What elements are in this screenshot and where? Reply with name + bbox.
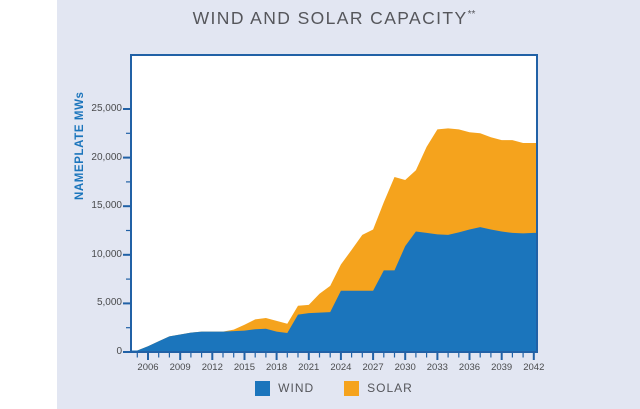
y-tick-label: 5,000 xyxy=(96,297,122,309)
y-tick-label: 25,000 xyxy=(91,103,122,114)
legend-item-solar: SOLAR xyxy=(344,380,413,396)
x-tick-label: 2042 xyxy=(523,362,545,373)
stacked-area-chart xyxy=(123,54,538,360)
y-tick-label: 20,000 xyxy=(91,151,122,163)
wind-swatch-icon xyxy=(255,380,271,396)
x-tick-label: 2036 xyxy=(458,362,481,373)
x-tick-label: 2015 xyxy=(233,362,255,373)
x-axis-ticks xyxy=(136,353,535,360)
x-tick-label: 2030 xyxy=(394,362,416,373)
chart-legend: WIND SOLAR xyxy=(131,378,537,398)
x-tick-label: 2012 xyxy=(201,362,223,373)
x-tick-label: 2024 xyxy=(330,362,352,373)
chart-title-footnote-marker: ** xyxy=(467,9,476,21)
wind-area-series xyxy=(131,227,537,352)
legend-item-wind: WIND xyxy=(255,380,315,396)
x-tick-label: 2009 xyxy=(169,362,191,373)
chart-title: WIND AND SOLAR CAPACITY** xyxy=(131,8,537,29)
legend-label-solar: SOLAR xyxy=(367,381,413,395)
y-tick-label: 0 xyxy=(116,346,122,357)
x-tick-label: 2039 xyxy=(491,362,513,373)
legend-label-wind: WIND xyxy=(278,381,315,395)
x-tick-label: 2033 xyxy=(426,362,448,373)
y-tick-label: 10,000 xyxy=(91,248,122,260)
x-tick-label: 2027 xyxy=(362,362,384,373)
y-tick-label: 15,000 xyxy=(91,200,122,212)
y-axis-ticks xyxy=(123,108,131,353)
x-tick-label: 2018 xyxy=(266,362,288,373)
solar-swatch-icon xyxy=(344,380,360,396)
x-tick-label: 2021 xyxy=(298,362,320,373)
chart-title-text: WIND AND SOLAR CAPACITY xyxy=(192,8,468,28)
plot-border xyxy=(130,54,538,353)
x-tick-label: 2006 xyxy=(137,362,159,373)
